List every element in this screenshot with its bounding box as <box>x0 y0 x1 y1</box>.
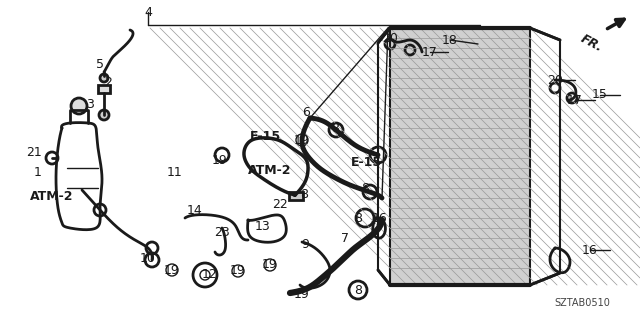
Text: 19: 19 <box>164 263 180 276</box>
Text: 17: 17 <box>422 45 438 59</box>
Text: 16: 16 <box>582 244 598 257</box>
Text: 15: 15 <box>592 89 608 101</box>
Text: 8: 8 <box>354 284 362 297</box>
Text: 16: 16 <box>372 212 388 225</box>
Text: 19: 19 <box>212 154 228 166</box>
Text: ATM-2: ATM-2 <box>30 189 74 203</box>
Bar <box>390 28 530 285</box>
Text: 8: 8 <box>354 212 362 225</box>
Text: 14: 14 <box>187 204 203 217</box>
Circle shape <box>71 98 87 114</box>
Text: 8: 8 <box>361 181 369 195</box>
Text: 21: 21 <box>26 146 42 158</box>
Text: 20: 20 <box>382 31 398 44</box>
Text: 4: 4 <box>144 5 152 19</box>
Text: FR.: FR. <box>579 32 605 54</box>
Text: SZTAB0510: SZTAB0510 <box>554 298 610 308</box>
Text: 10: 10 <box>140 252 156 265</box>
Bar <box>390 28 530 285</box>
Text: 20: 20 <box>547 74 563 86</box>
Text: E-15: E-15 <box>351 156 381 170</box>
Text: 3: 3 <box>86 98 94 110</box>
Bar <box>98 85 110 93</box>
Text: E-15: E-15 <box>250 130 280 142</box>
Text: 2: 2 <box>104 76 112 89</box>
Text: 1: 1 <box>34 165 42 179</box>
Text: ATM-2: ATM-2 <box>248 164 292 177</box>
Text: 8: 8 <box>331 122 339 134</box>
Text: 12: 12 <box>202 268 218 282</box>
Text: 17: 17 <box>567 93 583 107</box>
Text: 19: 19 <box>230 265 246 277</box>
Text: 11: 11 <box>167 165 183 179</box>
Text: 18: 18 <box>442 34 458 46</box>
Text: 22: 22 <box>272 198 288 212</box>
Text: 9: 9 <box>301 238 309 252</box>
Text: 19: 19 <box>262 259 278 271</box>
Text: 6: 6 <box>302 106 310 118</box>
Text: 19: 19 <box>294 289 310 301</box>
Text: 13: 13 <box>255 220 271 233</box>
Bar <box>289 192 303 200</box>
Text: 8: 8 <box>300 188 308 202</box>
Circle shape <box>100 74 108 82</box>
Text: 7: 7 <box>341 231 349 244</box>
Text: 23: 23 <box>214 227 230 239</box>
Circle shape <box>99 110 109 120</box>
Text: 5: 5 <box>96 59 104 71</box>
Text: 19: 19 <box>294 133 310 147</box>
